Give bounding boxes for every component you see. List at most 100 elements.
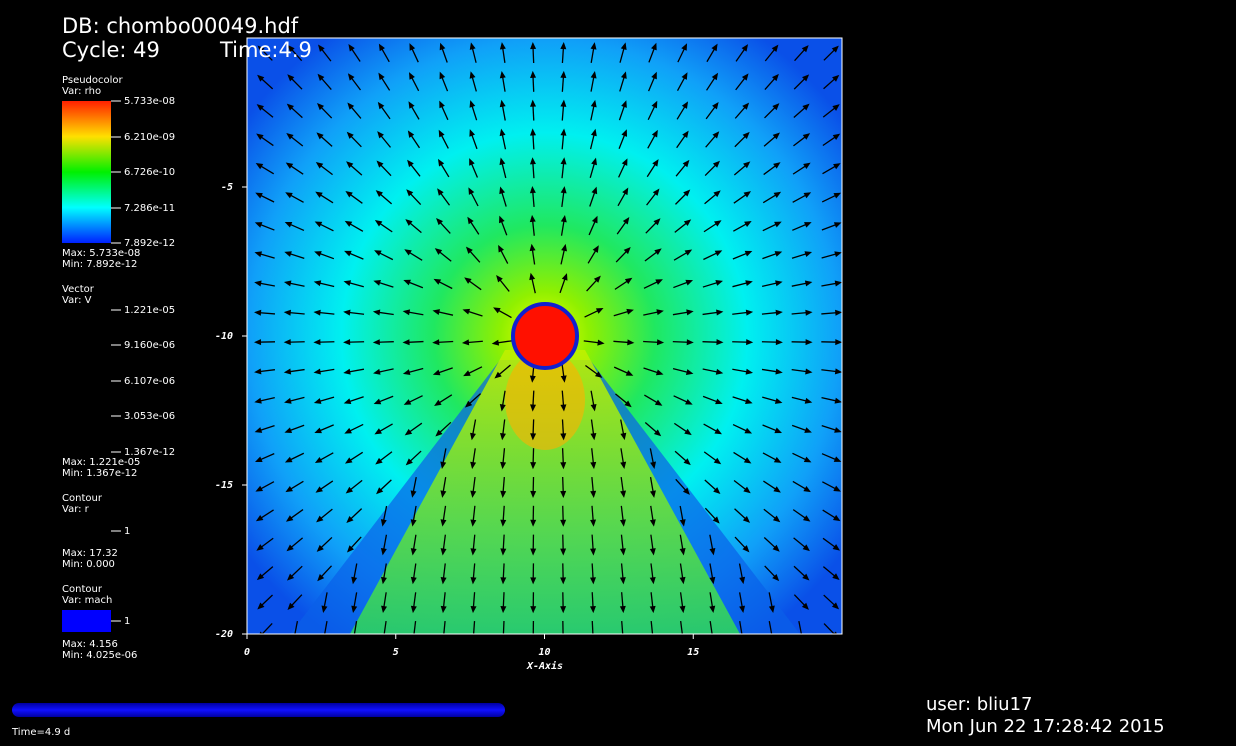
arrow-head bbox=[834, 368, 843, 375]
arrow-head bbox=[591, 157, 597, 166]
arrow-head bbox=[619, 634, 626, 642]
arrow-head bbox=[560, 433, 567, 441]
arrow-head bbox=[832, 573, 840, 581]
arrow-head bbox=[405, 458, 413, 466]
arrow-head bbox=[313, 339, 321, 346]
arrow-head bbox=[739, 576, 746, 585]
arrow-head bbox=[470, 461, 477, 470]
arrow-head bbox=[254, 222, 263, 228]
arrow-head bbox=[803, 162, 811, 169]
arrow-head bbox=[376, 160, 384, 168]
arrow-head bbox=[372, 339, 380, 346]
arrow-head bbox=[344, 250, 352, 257]
arrow-head bbox=[381, 634, 388, 642]
arrow-head bbox=[439, 71, 446, 80]
arrow-head bbox=[742, 102, 750, 110]
arrow-head bbox=[529, 243, 536, 252]
arrow-head bbox=[410, 576, 417, 585]
arrow-head bbox=[343, 309, 351, 316]
arrow-head bbox=[739, 634, 745, 642]
arrow-head bbox=[530, 519, 537, 527]
arrow-head bbox=[254, 339, 262, 346]
arrow-head bbox=[682, 159, 690, 168]
arrow-head bbox=[432, 339, 440, 346]
arrow-head bbox=[834, 397, 843, 404]
arrow-head bbox=[285, 192, 293, 199]
arrow-head bbox=[591, 186, 598, 195]
arrow-head bbox=[742, 515, 751, 523]
arrow-head bbox=[590, 461, 597, 470]
arrow-head bbox=[255, 514, 264, 522]
arrow-head bbox=[619, 605, 626, 614]
arrow-head bbox=[405, 219, 413, 226]
arrow-head bbox=[464, 277, 472, 284]
arrow-head bbox=[287, 45, 295, 53]
arrow-head bbox=[500, 548, 507, 556]
arrow-head bbox=[439, 100, 445, 109]
arrow-head bbox=[529, 375, 536, 383]
arrow-head bbox=[464, 400, 473, 408]
arrow-head bbox=[834, 251, 842, 258]
arrow-head bbox=[620, 519, 626, 527]
arrow-head bbox=[500, 432, 506, 441]
arrow-head bbox=[679, 519, 686, 527]
arrow-head bbox=[709, 605, 716, 614]
arrow-head bbox=[681, 43, 688, 51]
arrow-head bbox=[590, 577, 596, 585]
arrow-head bbox=[772, 544, 780, 552]
arrow-head bbox=[713, 487, 721, 495]
arrow-head bbox=[529, 272, 536, 281]
arrow-head bbox=[685, 279, 694, 286]
arrow-head bbox=[284, 456, 293, 463]
arrow-head bbox=[470, 577, 477, 585]
arrow-head bbox=[347, 73, 355, 81]
arrow-head bbox=[470, 548, 477, 556]
arrow-head bbox=[593, 275, 601, 283]
date: Mon Jun 22 17:28:42 2015 bbox=[926, 716, 1165, 737]
arrow-head bbox=[257, 631, 265, 639]
arrow-head bbox=[835, 309, 843, 316]
x-tick-label: 15 bbox=[687, 647, 699, 658]
legend-max: Max: 4.156 bbox=[62, 639, 118, 650]
legend-max: Max: 1.221e-05 bbox=[62, 457, 140, 468]
arrow-head bbox=[714, 220, 722, 227]
x-tick-label: 10 bbox=[538, 647, 550, 658]
arrow-head bbox=[255, 485, 264, 492]
arrow-head bbox=[560, 577, 567, 585]
legend-label: 1.367e-12 bbox=[124, 447, 175, 458]
arrow-head bbox=[499, 99, 506, 108]
legend-title: Contour bbox=[62, 493, 103, 504]
arrow-head bbox=[772, 515, 781, 523]
arrow-head bbox=[802, 515, 811, 522]
arrow-head bbox=[256, 104, 264, 111]
arrow-head bbox=[410, 490, 417, 498]
arrow-head bbox=[378, 72, 385, 81]
arrow-head bbox=[774, 221, 782, 228]
arrow-head bbox=[741, 44, 749, 52]
arrow-head bbox=[713, 190, 721, 198]
arrow-head bbox=[407, 130, 415, 138]
arrow-head bbox=[773, 191, 782, 198]
legend-label: 6.210e-09 bbox=[124, 132, 175, 143]
arrow-head bbox=[803, 456, 812, 463]
arrow-head bbox=[709, 547, 716, 556]
arrow-head bbox=[463, 370, 471, 377]
arrow-head bbox=[560, 99, 567, 107]
arrow-head bbox=[469, 129, 476, 137]
arrow-head bbox=[590, 548, 597, 556]
arrow-head bbox=[499, 128, 506, 137]
arrow-head bbox=[805, 309, 813, 316]
arrow-head bbox=[801, 45, 809, 53]
arrow-head bbox=[374, 250, 382, 257]
arrow-head bbox=[437, 158, 445, 167]
arrow-head bbox=[831, 631, 839, 639]
arrow-head bbox=[712, 516, 720, 524]
legend-label: 1.221e-05 bbox=[124, 305, 175, 316]
arrow-head bbox=[314, 251, 322, 257]
arrow-head bbox=[317, 73, 325, 81]
arrow-head bbox=[257, 45, 265, 53]
arrow-head bbox=[316, 515, 324, 523]
arrow-head bbox=[402, 339, 410, 346]
arrow-head bbox=[283, 339, 291, 346]
arrow-head bbox=[284, 221, 293, 228]
